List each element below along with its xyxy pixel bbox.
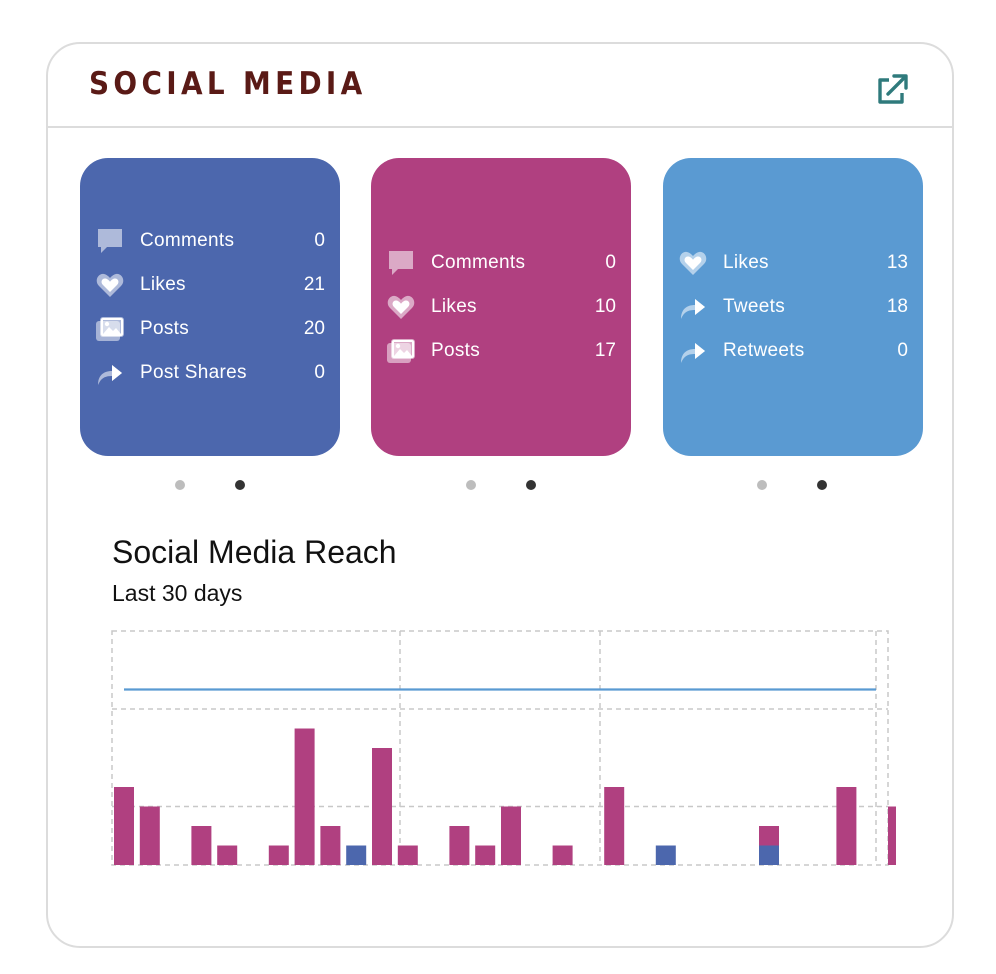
stat-value: 21 [303, 274, 325, 295]
heart-icon [678, 248, 708, 278]
twitter-stats-tile[interactable]: Likes 13 Tweets 18 Retweets 0 [663, 158, 923, 456]
heart-icon [95, 270, 125, 300]
facebook-stats-tile[interactable]: Comments 0 Likes 21 Posts 20 Post Shares 0 [80, 158, 340, 456]
reach-bar-chart [111, 630, 896, 866]
stat-label: Likes [140, 274, 186, 295]
chart-bar [836, 787, 857, 865]
stat-row-comments: Comments 0 [386, 241, 616, 285]
carousel-dot-2[interactable] [526, 480, 536, 490]
chart-bar [475, 845, 496, 865]
comment-icon [386, 248, 416, 278]
stat-value: 10 [594, 296, 616, 317]
stat-label: Posts [431, 340, 481, 361]
share-icon [678, 292, 708, 322]
carousel-dot-1[interactable] [175, 480, 185, 490]
chart-bar [191, 826, 212, 865]
share-icon [95, 358, 125, 388]
stat-value: 18 [886, 296, 908, 317]
chart-bar [888, 806, 896, 865]
stat-row-posts: Posts 20 [95, 307, 325, 351]
stat-row-likes: Likes 21 [95, 263, 325, 307]
stat-value: 0 [605, 252, 616, 273]
stat-row-likes: Likes 13 [678, 241, 908, 285]
chart-grid-frame [111, 630, 889, 866]
chart-bar [449, 826, 470, 865]
stat-label: Likes [431, 296, 477, 317]
stat-label: Likes [723, 252, 769, 273]
stat-value: 20 [303, 318, 325, 339]
chart-bar [268, 845, 289, 865]
image-icon [386, 336, 416, 366]
chart-bar [552, 845, 573, 865]
reach-title: Social Media Reach [112, 534, 397, 570]
chart-bar [759, 826, 779, 846]
carousel-dots-twitter [757, 480, 837, 490]
stat-label: Comments [140, 230, 235, 251]
carousel-dot-2[interactable] [817, 480, 827, 490]
stat-label: Retweets [723, 340, 805, 361]
carousel-dot-2[interactable] [235, 480, 245, 490]
chart-bar [320, 826, 341, 865]
stat-value: 13 [886, 252, 908, 273]
chart-bar [294, 728, 315, 865]
stat-row-posts: Posts 17 [386, 329, 616, 373]
chart-bar [217, 845, 238, 865]
chart-bar [139, 806, 160, 865]
card-title: SOCIAL MEDIA [89, 66, 367, 102]
reach-subtitle: Last 30 days [112, 580, 243, 606]
chart-bar [397, 845, 418, 865]
stat-row-comments: Comments 0 [95, 219, 325, 263]
stat-label: Comments [431, 252, 526, 273]
stat-value: 0 [897, 340, 908, 361]
stat-row-tweets: Tweets 18 [678, 285, 908, 329]
chart-bar [346, 845, 367, 865]
stat-row-post-shares: Post Shares 0 [95, 351, 325, 395]
stat-row-likes: Likes 10 [386, 285, 616, 329]
carousel-dot-1[interactable] [757, 480, 767, 490]
chart-bar [759, 845, 779, 865]
carousel-dots-facebook [175, 480, 255, 490]
stat-row-retweets: Retweets 0 [678, 329, 908, 373]
chart-bar [655, 845, 676, 865]
image-icon [95, 314, 125, 344]
carousel-dot-1[interactable] [466, 480, 476, 490]
stat-label: Post Shares [140, 362, 247, 383]
instagram-stats-tile[interactable]: Comments 0 Likes 10 Posts 17 [371, 158, 631, 456]
chart-bar [604, 787, 625, 865]
stat-value: 0 [314, 362, 325, 383]
heart-icon [386, 292, 416, 322]
stat-value: 17 [594, 340, 616, 361]
chart-bar [501, 806, 521, 865]
comment-icon [95, 226, 125, 256]
chart-bar [114, 787, 134, 865]
share-icon [678, 336, 708, 366]
stat-label: Tweets [723, 296, 785, 317]
chart-bar [372, 748, 392, 865]
stat-value: 0 [314, 230, 325, 251]
stat-label: Posts [140, 318, 190, 339]
external-link-icon[interactable] [874, 72, 910, 108]
carousel-dots-instagram [466, 480, 546, 490]
card-header: SOCIAL MEDIA [48, 44, 952, 128]
